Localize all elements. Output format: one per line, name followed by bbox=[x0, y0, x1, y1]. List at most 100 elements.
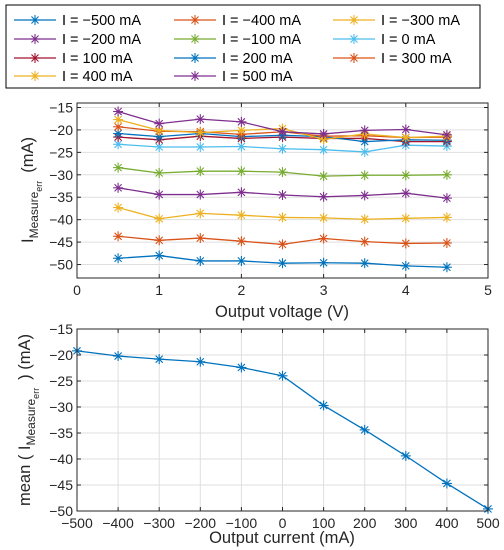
plot1-data-point bbox=[318, 144, 329, 155]
plot1-data-point bbox=[359, 258, 370, 269]
plot1-data-point bbox=[113, 182, 124, 193]
legend-item: I = 0 mA bbox=[333, 32, 436, 48]
plot1-data-point bbox=[359, 125, 370, 136]
plot1-data-point-stroke bbox=[237, 188, 246, 197]
legend-marker bbox=[30, 34, 40, 44]
plot1-data-point bbox=[195, 166, 206, 177]
plot1-data-point bbox=[359, 170, 370, 181]
plot1-data-point-stroke bbox=[155, 236, 164, 245]
plot1-data-point bbox=[400, 238, 411, 249]
plot2-ylabel-sub: Measure bbox=[24, 398, 38, 445]
plot1-data-point bbox=[359, 190, 370, 201]
plot1-data-point-stroke bbox=[401, 171, 410, 180]
plot1-series-4 bbox=[113, 162, 452, 182]
voltage-plot: 0 1 2 3 4 5 −50 −45 −40 −35 −30 −25 −20 −15 Output vo… bbox=[19, 99, 492, 321]
plot1-data-point-stroke bbox=[114, 122, 123, 131]
plot2-data-point-stroke bbox=[196, 357, 205, 366]
plot1-data-point bbox=[113, 231, 124, 242]
plot2-ylabel: mean ( IMeasureerr) (mA) bbox=[16, 334, 41, 506]
plot1-data-point bbox=[195, 255, 206, 266]
legend-label: I = −500 mA bbox=[62, 13, 141, 29]
plot1-data-point-stroke bbox=[278, 191, 287, 199]
plot1-data-point-stroke bbox=[114, 115, 123, 124]
plot1-ytick-label: −20 bbox=[49, 122, 73, 138]
legend-item: I = 500 mA bbox=[174, 69, 293, 85]
plot1-data-point bbox=[359, 214, 370, 225]
plot2-xtick-label: 300 bbox=[394, 515, 418, 531]
legend-item: I = −100 mA bbox=[174, 32, 301, 48]
legend-label: I = 0 mA bbox=[381, 32, 436, 48]
plot1-data-point-stroke bbox=[114, 107, 123, 116]
plot2-xtick-label: 100 bbox=[312, 515, 336, 531]
plot1-data-point bbox=[113, 162, 124, 173]
plot1-data-point bbox=[236, 187, 247, 198]
plot1-data-point-stroke bbox=[196, 209, 205, 218]
plot1-frame bbox=[76, 102, 489, 279]
legend-item: I = 400 mA bbox=[14, 69, 133, 85]
plot1-data-point-stroke bbox=[155, 169, 164, 177]
plot2-ytick-label: −30 bbox=[49, 399, 73, 415]
plot1-data-point-stroke bbox=[319, 192, 328, 201]
plot2-data-point bbox=[236, 362, 247, 373]
legend-label: I = −100 mA bbox=[222, 32, 301, 48]
plot2-data-point-stroke bbox=[155, 355, 164, 364]
legend-label: I = 400 mA bbox=[62, 69, 133, 85]
plot1-data-point bbox=[236, 125, 247, 136]
legend-label: I = 100 mA bbox=[62, 51, 133, 67]
legend-item: I = −300 mA bbox=[333, 13, 460, 29]
plot1-data-point-stroke bbox=[196, 143, 205, 151]
plot1-data-point-stroke bbox=[237, 117, 246, 126]
plot1-data-point bbox=[195, 233, 206, 244]
plot1-data-point-stroke bbox=[196, 234, 205, 242]
plot1-data-point bbox=[400, 170, 411, 181]
plot2-data-point bbox=[441, 478, 452, 489]
legend-marker-stroke bbox=[350, 16, 358, 24]
plot2-ylabel-prefix: mean ( I bbox=[16, 445, 34, 506]
plot1-data-point bbox=[441, 238, 452, 248]
plot2-ylabel-subsub: err bbox=[31, 388, 41, 399]
plot1-data-point bbox=[400, 260, 411, 271]
plot1-data-point-stroke bbox=[196, 167, 205, 176]
plot1-data-point bbox=[154, 168, 165, 178]
plot1-data-point-stroke bbox=[155, 190, 164, 199]
legend-marker-stroke bbox=[350, 54, 358, 62]
legend-marker-stroke bbox=[31, 16, 39, 24]
plot2-xtick-label: 200 bbox=[353, 515, 377, 531]
plot1-data-point-stroke bbox=[401, 239, 410, 248]
plot1-ytick-label: −45 bbox=[49, 234, 73, 250]
plot1-data-point-stroke bbox=[237, 211, 246, 220]
legend-marker bbox=[190, 53, 200, 63]
plot1-data-point bbox=[236, 210, 247, 221]
legend-marker bbox=[190, 15, 200, 25]
legend-marker bbox=[349, 34, 359, 44]
plot1-data-point bbox=[154, 141, 165, 152]
plot1-series-10 bbox=[113, 106, 452, 140]
plot2-ytick-label: −45 bbox=[49, 477, 73, 493]
legend-marker bbox=[30, 15, 40, 25]
plot1-xtick-label: 5 bbox=[484, 282, 492, 298]
legend-marker bbox=[30, 53, 40, 63]
plot1-data-point-stroke bbox=[360, 126, 369, 135]
plot1-data-point bbox=[277, 143, 288, 154]
plot2-xtick-label: 500 bbox=[476, 515, 500, 531]
plot2-data-point bbox=[154, 354, 165, 365]
legend-marker-stroke bbox=[191, 72, 199, 80]
legend-item: I = 200 mA bbox=[174, 51, 293, 67]
plot1-data-point bbox=[236, 116, 247, 127]
plot2-ytick-label: −15 bbox=[49, 321, 73, 337]
plot1-data-point bbox=[236, 166, 247, 177]
plot1-data-point-stroke bbox=[278, 127, 287, 136]
plot1-data-point-stroke bbox=[237, 167, 246, 176]
plot2-xlabel: Output current (mA) bbox=[209, 529, 355, 547]
plot1-data-point-stroke bbox=[442, 263, 451, 272]
plot1-data-point bbox=[277, 239, 288, 250]
plot1-data-point bbox=[236, 236, 247, 247]
plot2-ytick-label: −50 bbox=[49, 503, 73, 519]
plot1-data-point bbox=[154, 213, 165, 224]
plot1-ylabel-subsub: err bbox=[34, 181, 44, 192]
legend-marker bbox=[190, 71, 200, 81]
legend-marker bbox=[190, 34, 200, 44]
plot1-series-1 bbox=[113, 231, 452, 250]
plot2-ytick-label: −35 bbox=[49, 425, 73, 441]
